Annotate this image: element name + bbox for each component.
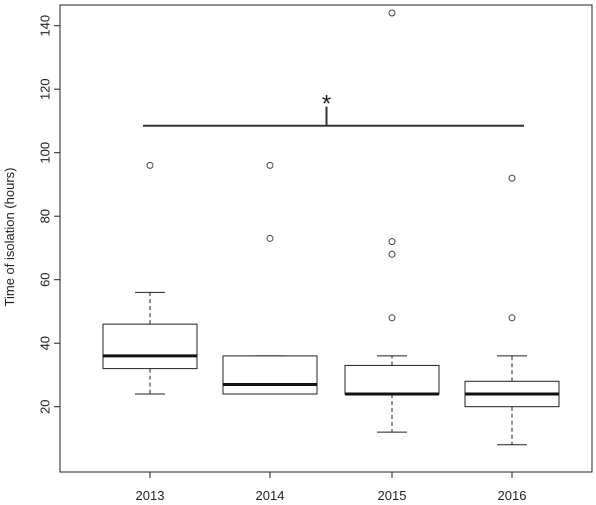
y-tick-label: 140	[37, 15, 52, 37]
x-tick-label: 2014	[256, 488, 285, 503]
y-axis: 20 40 60 80 100 120 140	[37, 15, 60, 414]
outlier-point	[388, 9, 396, 17]
y-tick-label: 20	[37, 399, 52, 413]
box-rect	[344, 364, 440, 395]
box-2015	[344, 9, 440, 433]
box-rect	[222, 355, 318, 395]
outlier-point	[266, 234, 274, 242]
y-tick-label: 40	[37, 336, 52, 350]
x-tick-label: 2016	[498, 488, 527, 503]
outlier-point	[508, 174, 516, 182]
box-2014	[222, 161, 318, 395]
x-tick-label: 2013	[136, 488, 165, 503]
plot-frame	[59, 4, 593, 473]
y-axis-title: Time of isolation (hours)	[2, 168, 17, 307]
outlier-point	[388, 250, 396, 258]
outlier-point	[266, 161, 274, 169]
x-tick-label: 2015	[378, 488, 407, 503]
significance-group: *	[143, 91, 524, 127]
y-tick-label: 100	[37, 142, 52, 164]
outlier-point	[388, 238, 396, 246]
boxes-group	[102, 9, 560, 446]
y-tick-label: 80	[37, 209, 52, 223]
box-2013	[102, 161, 198, 395]
box-2016	[464, 174, 560, 446]
y-tick-label: 60	[37, 272, 52, 286]
x-axis: 2013 2014 2015 2016	[136, 472, 527, 503]
significance-label: *	[322, 91, 331, 118]
box-rect	[102, 323, 198, 370]
outlier-point	[508, 314, 516, 322]
outlier-point	[146, 161, 154, 169]
outlier-point	[388, 314, 396, 322]
y-tick-label: 120	[37, 78, 52, 100]
